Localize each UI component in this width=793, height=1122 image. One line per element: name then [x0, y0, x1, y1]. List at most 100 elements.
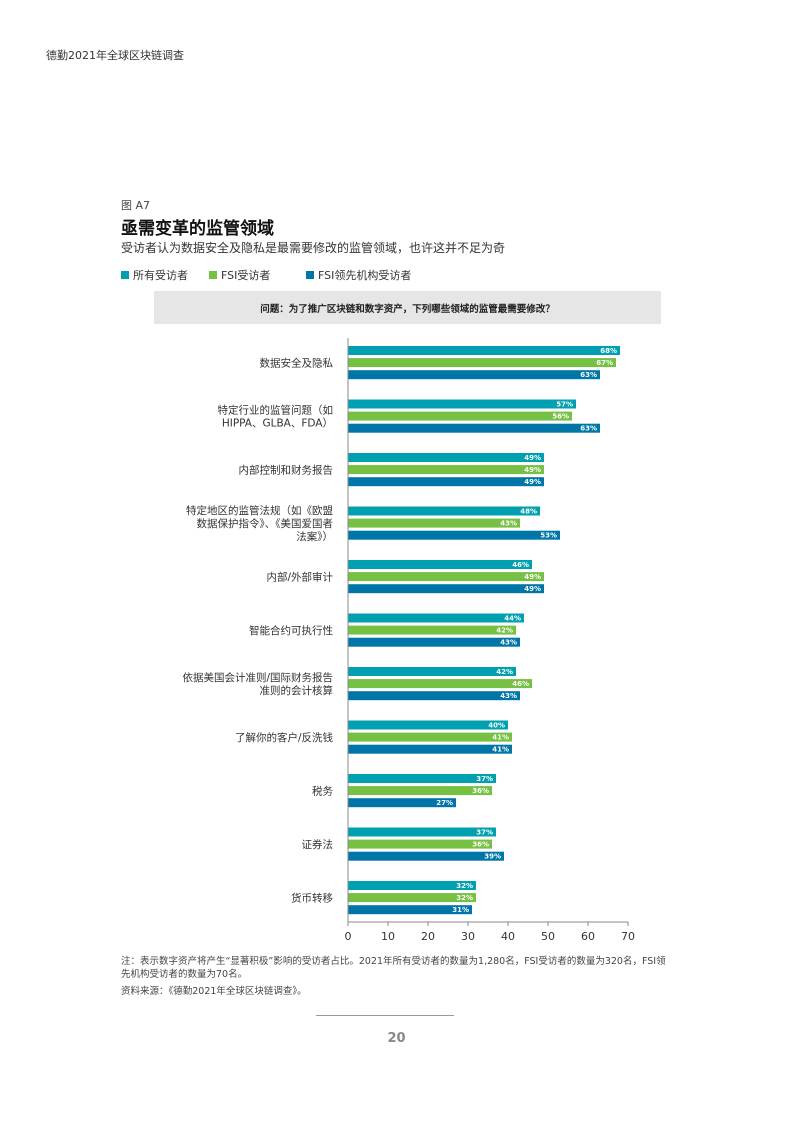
- bar: [348, 798, 456, 808]
- page-number: 20: [387, 1031, 406, 1046]
- bar: [348, 477, 544, 487]
- bar-value-label: 31%: [452, 906, 469, 914]
- bar: [348, 423, 600, 433]
- bar: [348, 881, 476, 890]
- bar-value-label: 43%: [500, 639, 517, 647]
- bar: [348, 691, 520, 701]
- bar-value-label: 68%: [600, 347, 617, 355]
- category-label: 特定地区的监管法规（如《欧盟: [186, 504, 333, 517]
- x-tick-label: 20: [421, 930, 435, 943]
- bar-value-label: 42%: [496, 627, 513, 635]
- x-tick-label: 10: [381, 930, 395, 943]
- legend-label-fsi-respondents: FSI受访者: [221, 269, 271, 282]
- chart-source: 资料来源：《德勤2021年全球区块链调查》。: [121, 986, 307, 997]
- bar-value-label: 49%: [524, 585, 541, 593]
- bar: [348, 572, 544, 582]
- figure-subtitle: 受访者认为数据安全及隐私是最需要修改的监管领域，也许这并不足为奇: [121, 241, 506, 255]
- bar-value-label: 48%: [520, 508, 537, 516]
- survey-question-band: 问题：为了推广区块链和数字资产，下列哪些领域的监管最需要修改？: [154, 291, 661, 324]
- category-label: 智能合约可执行性: [249, 624, 333, 637]
- category-label: 证券法: [302, 838, 334, 851]
- bar: [348, 786, 492, 796]
- bar-value-label: 49%: [524, 466, 541, 474]
- bar-value-label: 44%: [504, 615, 521, 623]
- bar: [348, 453, 544, 462]
- bar-value-label: 63%: [580, 371, 597, 379]
- category-label: 数据安全及隐私: [260, 357, 334, 370]
- x-tick-label: 30: [461, 930, 475, 943]
- bar-value-label: 56%: [552, 413, 569, 421]
- bar-value-label: 49%: [524, 478, 541, 486]
- legend-swatch-all-respondents: [121, 271, 129, 279]
- legend-label-fsi-leader-respondents: FSI领先机构受访者: [318, 269, 412, 282]
- legend-label-all-respondents: 所有受访者: [133, 269, 188, 282]
- bar: [348, 839, 492, 849]
- bar-value-label: 37%: [476, 775, 493, 783]
- bar-value-label: 43%: [500, 520, 517, 528]
- bar: [348, 744, 512, 754]
- survey-question-text: 问题：为了推广区块链和数字资产，下列哪些领域的监管最需要修改？: [260, 303, 555, 315]
- bar-value-label: 46%: [512, 561, 529, 569]
- legend-swatch-fsi-leader-respondents: [306, 271, 314, 279]
- chart-footnote: 注：表示数字资产将产生“显著积极”影响的受访者占比。2021年所有受访者的数量为…: [121, 956, 666, 980]
- bar-value-label: 41%: [492, 734, 509, 742]
- bar: [348, 370, 600, 380]
- bar: [348, 637, 520, 647]
- bar: [348, 506, 540, 516]
- category-label: 货币转移: [291, 892, 333, 905]
- bar-value-label: 57%: [556, 401, 573, 409]
- bar-value-label: 42%: [496, 668, 513, 676]
- category-label: 法案》）: [296, 530, 333, 543]
- category-label: 税务: [312, 785, 333, 798]
- footer-divider: [316, 1015, 454, 1016]
- bar: [348, 530, 560, 540]
- category-label: 内部/外部审计: [266, 571, 333, 584]
- bar: [348, 893, 476, 903]
- bar: [348, 667, 516, 676]
- bar: [348, 465, 544, 475]
- category-label: 依据美国会计准则/国际财务报告: [182, 671, 333, 684]
- bar: [348, 613, 524, 623]
- x-tick-label: 40: [501, 930, 515, 943]
- bar-value-label: 40%: [488, 722, 505, 730]
- x-tick-label: 50: [541, 930, 555, 943]
- legend-swatch-fsi-respondents: [209, 271, 217, 279]
- bar: [348, 411, 572, 421]
- bar: [348, 851, 504, 861]
- x-tick-label: 0: [345, 930, 352, 943]
- bar: [348, 399, 576, 409]
- category-label: HIPPA、GLBA、FDA）: [222, 418, 333, 430]
- bar-value-label: 27%: [436, 799, 453, 807]
- bar-value-label: 39%: [484, 853, 501, 861]
- bar: [348, 358, 616, 368]
- bar-value-label: 36%: [472, 841, 489, 849]
- bar-value-label: 32%: [456, 894, 473, 902]
- bar: [348, 584, 544, 594]
- figure-title: 亟需变革的监管领域: [121, 219, 274, 239]
- bar: [348, 625, 516, 635]
- legend-item-all-respondents: 所有受访者: [121, 267, 188, 283]
- x-tick-label: 70: [621, 930, 635, 943]
- bar: [348, 679, 532, 689]
- category-label: 内部控制和财务报告: [239, 464, 334, 477]
- bar: [348, 518, 520, 528]
- bar-value-label: 46%: [512, 680, 529, 688]
- bar-value-label: 32%: [456, 882, 473, 890]
- category-label: 准则的会计核算: [260, 684, 334, 697]
- bar: [348, 720, 508, 730]
- bar: [348, 560, 532, 569]
- bar: [348, 774, 496, 783]
- bar-value-label: 43%: [500, 692, 517, 700]
- bar-value-label: 37%: [476, 829, 493, 837]
- bar-value-label: 67%: [596, 359, 613, 367]
- bar: [348, 346, 620, 355]
- bar: [348, 827, 496, 837]
- bar: [348, 905, 472, 915]
- bar-value-label: 49%: [524, 454, 541, 462]
- bar-value-label: 36%: [472, 787, 489, 795]
- bar-value-label: 41%: [492, 746, 509, 754]
- bar-value-label: 49%: [524, 573, 541, 581]
- category-label: 数据保护指令》、《美国爱国者: [197, 517, 334, 530]
- x-tick-label: 60: [581, 930, 595, 943]
